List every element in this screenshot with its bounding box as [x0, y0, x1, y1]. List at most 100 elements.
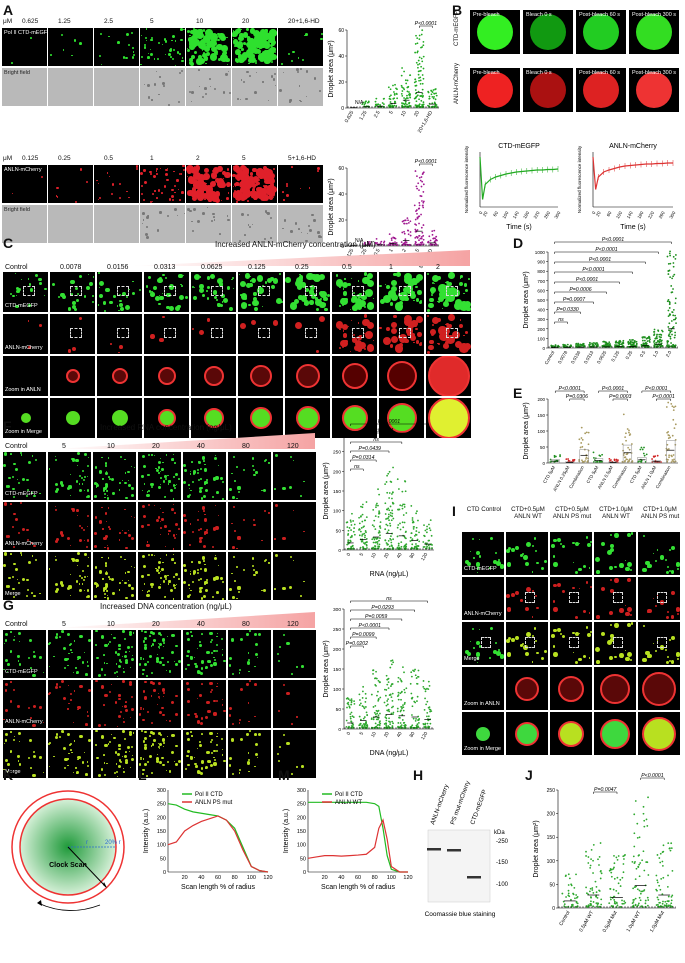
droplet: [379, 326, 382, 329]
droplet: [121, 480, 124, 482]
droplet: [86, 714, 89, 717]
droplet: [578, 567, 582, 571]
droplet: [535, 550, 538, 553]
c-anln-tile: [238, 314, 283, 354]
droplet: [310, 293, 317, 299]
droplet: [191, 286, 195, 289]
droplet: [294, 222, 298, 226]
droplet: [204, 563, 206, 566]
data-point: [377, 697, 380, 700]
droplet: [226, 286, 231, 290]
zoom-droplet: [515, 676, 539, 701]
droplet: [102, 301, 107, 305]
i-tile: [550, 622, 592, 665]
droplet: [124, 509, 126, 511]
droplet: [156, 70, 158, 72]
zoom-box: [612, 637, 624, 648]
droplet: [609, 543, 614, 548]
data-point: [422, 171, 425, 174]
droplet: [148, 276, 152, 280]
zoom-droplet: [65, 411, 80, 425]
droplet: [189, 523, 192, 525]
droplet: [210, 86, 212, 88]
droplet: [193, 274, 200, 281]
data-point: [422, 685, 425, 688]
droplet: [143, 762, 147, 767]
droplet: [400, 292, 408, 300]
droplet: [62, 49, 65, 52]
data-point: [388, 497, 391, 499]
droplet: [206, 276, 211, 280]
data-point: [414, 242, 417, 245]
data-point: [674, 258, 677, 260]
droplet: [255, 752, 259, 756]
droplet: [389, 302, 394, 307]
droplet: [191, 735, 193, 737]
data-point: [372, 706, 375, 708]
data-point: [562, 345, 565, 348]
droplet: [391, 294, 399, 302]
data-point: [674, 344, 677, 347]
droplet: [197, 518, 200, 522]
droplet: [174, 712, 178, 716]
y-axis-label: Droplet area (μm²): [523, 402, 530, 459]
data-point: [394, 237, 397, 240]
droplet: [14, 272, 17, 274]
a-conc-label: 1.25: [58, 18, 71, 25]
droplet: [385, 327, 390, 332]
droplet: [183, 212, 185, 215]
droplet: [222, 170, 227, 175]
sig-bracket: [350, 468, 364, 471]
droplet: [366, 344, 375, 353]
droplet: [170, 188, 174, 192]
droplet: [54, 735, 59, 739]
droplet: [182, 169, 185, 172]
data-point: [421, 200, 423, 202]
data-point: [358, 715, 361, 718]
p-value: P<0.0001: [415, 159, 437, 165]
data-point: [408, 101, 411, 104]
droplet: [21, 477, 25, 481]
droplet: [49, 641, 51, 644]
data-point: [671, 311, 674, 314]
droplet: [141, 554, 146, 559]
droplet: [213, 50, 218, 54]
droplet: [75, 458, 78, 462]
droplet: [164, 595, 167, 599]
fg-tile: [228, 730, 271, 778]
droplet: [230, 638, 234, 642]
x-tick-label: 140: [626, 210, 634, 219]
droplet: [256, 48, 262, 55]
droplet: [76, 565, 78, 567]
droplet: [5, 535, 9, 538]
i-col-label: CTD+0.5μM ANLN PS mut: [552, 506, 592, 520]
droplet: [186, 175, 189, 178]
droplet: [596, 615, 601, 619]
droplet: [79, 274, 83, 279]
droplet: [578, 587, 581, 590]
droplet: [110, 192, 114, 196]
droplet: [609, 578, 613, 581]
droplet: [130, 465, 132, 467]
data-point: [361, 503, 364, 506]
droplet: [670, 660, 675, 664]
data-point: [414, 674, 417, 677]
droplet: [254, 632, 258, 636]
droplet: [191, 461, 193, 464]
droplet: [114, 751, 118, 754]
data-point: [399, 710, 402, 713]
data-point: [421, 60, 424, 63]
droplet: [199, 567, 203, 570]
zoom-box: [258, 328, 270, 338]
data-point: [401, 102, 403, 104]
droplet: [48, 568, 51, 570]
data-point: [358, 534, 361, 537]
droplet: [95, 466, 98, 469]
droplet: [141, 454, 146, 459]
droplet: [121, 580, 124, 582]
droplet: [283, 72, 285, 74]
droplet: [454, 298, 463, 307]
droplet: [162, 480, 166, 483]
data-point: [416, 94, 419, 97]
droplet: [60, 292, 65, 298]
